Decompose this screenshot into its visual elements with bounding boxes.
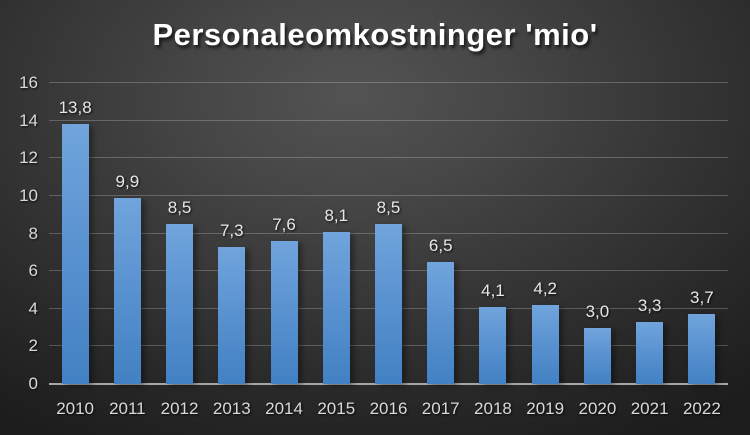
- bar-2014: [270, 241, 298, 384]
- bar-2015: [322, 231, 350, 384]
- bar-2021: [636, 321, 664, 384]
- y-tick-2: 2: [28, 336, 38, 356]
- y-tick-12: 12: [19, 148, 38, 168]
- x-tick-2021: 2021: [630, 399, 669, 418]
- x-tick-2010: 2010: [56, 399, 95, 418]
- y-tick-8: 8: [28, 223, 38, 243]
- bar-2019: [531, 305, 559, 384]
- gridline-14: [49, 119, 728, 121]
- bar-2013: [218, 246, 246, 384]
- value-label-2015: 8,1: [324, 205, 349, 225]
- bar-2020: [583, 327, 611, 384]
- value-label-2013: 7,3: [219, 220, 244, 240]
- gridline-12: [49, 157, 728, 159]
- plot-area: 13,8 9,9 8,5 7,3 7,6 8,1 8,5 6,5 4,1 4,2 3,0 3,3 3,7: [49, 82, 728, 385]
- bar-2018: [479, 306, 507, 384]
- gridline-10: [49, 194, 728, 196]
- value-label-2016: 8,5: [376, 198, 401, 218]
- y-tick-14: 14: [19, 110, 38, 130]
- x-tick-2011: 2011: [109, 399, 146, 418]
- x-tick-2015: 2015: [317, 399, 356, 418]
- y-tick-0: 0: [28, 374, 38, 393]
- x-tick-2020: 2020: [578, 399, 617, 418]
- x-tick-2022: 2022: [682, 399, 721, 418]
- y-tick-16: 16: [19, 73, 38, 92]
- x-tick-2017: 2017: [421, 399, 460, 418]
- x-tick-2014: 2014: [265, 399, 303, 418]
- bar-2012: [166, 224, 194, 384]
- x-tick-2019: 2019: [526, 399, 565, 418]
- x-tick-2016: 2016: [369, 399, 408, 418]
- y-tick-10: 10: [19, 185, 38, 205]
- value-label-2021: 3,3: [637, 295, 662, 315]
- value-label-2017: 6,5: [428, 235, 453, 255]
- x-tick-2018: 2018: [474, 399, 512, 418]
- value-label-2018: 4,1: [481, 280, 505, 300]
- value-label-2020: 3,0: [585, 301, 610, 321]
- y-tick-6: 6: [28, 261, 38, 281]
- value-label-2022: 3,7: [690, 288, 714, 308]
- value-label-2010: 13,8: [58, 98, 92, 118]
- bar-2011: [113, 197, 141, 384]
- bar-2017: [427, 261, 455, 384]
- x-tick-2013: 2013: [212, 399, 251, 418]
- value-label-2012: 8,5: [167, 198, 192, 218]
- x-tick-2012: 2012: [160, 399, 199, 418]
- bar-2016: [375, 224, 402, 384]
- x-axis-line: [49, 383, 728, 385]
- value-label-2019: 4,2: [533, 279, 558, 298]
- chart-title: Personaleomkostninger 'mio': [152, 17, 598, 52]
- bar-2010: [61, 124, 89, 384]
- y-tick-4: 4: [28, 298, 38, 318]
- gridline-16: [49, 82, 728, 83]
- value-label-2014: 7,6: [272, 215, 296, 235]
- value-label-2011: 9,9: [115, 171, 140, 191]
- bar-2022: [688, 314, 716, 384]
